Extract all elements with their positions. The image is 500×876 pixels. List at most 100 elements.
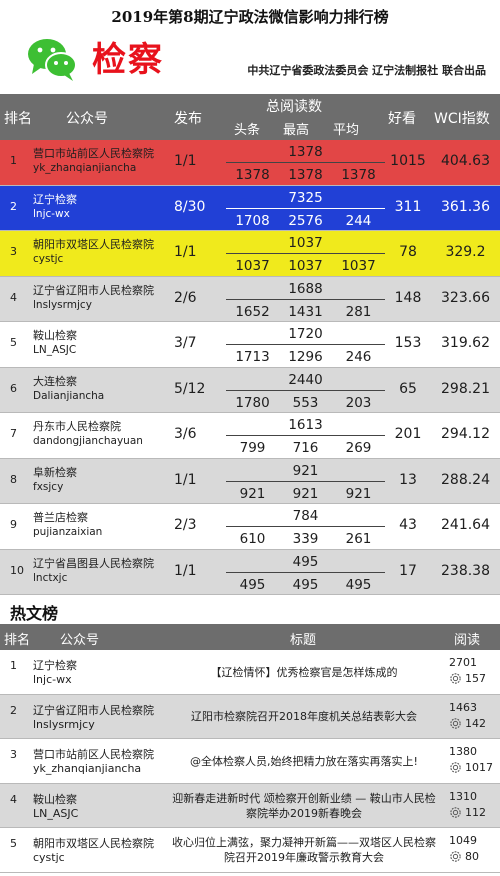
table-row: 8 阜新检察 fxsjcy 1/1 921 921 921 921 13 288.… [0, 458, 500, 504]
account-id: lnslysrmjcy [33, 717, 95, 731]
headline-cell: 1037 [235, 258, 270, 274]
account-name: 鞍山检察 [33, 329, 77, 342]
account-name: 营口市站前区人民检察院 [33, 147, 154, 160]
wci-cell: 361.36 [441, 198, 490, 215]
likes-cell: 201 [394, 426, 422, 442]
account-cell: 朝阳市双塔区人民检察院 cystjc [33, 837, 154, 865]
rank-cell: 1 [10, 154, 17, 167]
headline-cell: 495 [239, 576, 266, 593]
total-reads-cell: 7325 [288, 189, 323, 206]
publish-cell: 1/1 [174, 153, 197, 169]
rank-cell: 9 [10, 518, 17, 531]
reads-count: 1380 [449, 745, 477, 758]
list-item[interactable]: 2 辽宁省辽阳市人民检察院 lnslysrmjcy 辽阳市检察院召开2018年度机… [0, 694, 500, 739]
col-publish: 发布 [174, 111, 202, 127]
headline-cell: 1378 [235, 167, 270, 183]
total-reads-cell: 921 [292, 462, 319, 479]
wci-cell: 238.38 [441, 562, 490, 579]
total-reads-cell: 784 [292, 508, 319, 524]
account-cell: 辽宁省辽阳市人民检察院 lnslysrmjcy [33, 284, 154, 312]
article-title-link[interactable]: 辽阳市检察院召开2018年度机关总结表彰大会 [191, 710, 417, 723]
rank-cell: 6 [10, 381, 17, 395]
likes-cell: 78 [399, 244, 417, 260]
like-gear-icon [450, 851, 461, 862]
account-name: 辽宁检察 [33, 192, 77, 206]
article-title-link[interactable]: 【辽检情怀】优秀检察官是怎样炼成的 [210, 665, 398, 679]
publish-cell: 2/3 [174, 517, 197, 533]
account-name: 辽宁检察 [33, 659, 77, 672]
likes-value: 1017 [465, 761, 493, 774]
divider [226, 571, 385, 573]
account-name: 辽宁省昌图县人民检察院 [33, 556, 154, 570]
divider [226, 344, 385, 345]
list-item[interactable]: 1 辽宁检察 lnjc-wx 【辽检情怀】优秀检察官是怎样炼成的 2701 157 [0, 650, 500, 695]
col-likes: 好看 [388, 111, 416, 127]
rank-cell: 8 [10, 472, 17, 486]
account-name: 朝阳市双塔区人民检察院 [33, 238, 154, 251]
rank-cell: 2 [10, 199, 17, 213]
hot-table-body: 1 辽宁检察 lnjc-wx 【辽检情怀】优秀检察官是怎样炼成的 2701 157… [0, 650, 500, 873]
department-title: 检察 [92, 40, 164, 80]
total-reads-cell: 1378 [288, 144, 323, 160]
likes-value: 112 [465, 805, 486, 819]
account-id: yk_zhanqianjiancha [33, 162, 137, 174]
headline-cell: 1780 [235, 394, 270, 411]
table-row: 1 营口市站前区人民检察院 yk_zhanqianjiancha 1/1 1378… [0, 140, 500, 186]
account-id: cystjc [33, 253, 64, 265]
rank-cell: 1 [10, 659, 17, 672]
col-account: 公众号 [60, 633, 100, 648]
hot-table-header: 排名 公众号 标题 阅读 [0, 624, 500, 650]
account-cell: 鞍山检察 LN_ASJC [33, 793, 78, 821]
table-row: 9 普兰店检察 pujianzaixian 2/3 784 610 339 261… [0, 504, 500, 550]
account-name: 辽宁省辽阳市人民检察院 [33, 703, 154, 717]
total-reads-cell: 1037 [288, 235, 323, 251]
rank-cell: 4 [10, 290, 17, 304]
avg-cell: 203 [345, 394, 372, 411]
account-id: lnslysrmjcy [33, 298, 92, 311]
account-id: cystjc [33, 851, 65, 864]
account-id: yk_zhanqianjiancha [33, 762, 142, 775]
article-title-link[interactable]: @全体检察人员,始终把精力放在落实再落实上! [190, 754, 418, 768]
publish-cell: 3/6 [174, 426, 197, 442]
likes-count: 1017 [449, 761, 493, 774]
article-title-link[interactable]: 迎新春走进新时代 颂检察开创新业绩 — 鞍山市人民检察院举办2019新春晚会 [172, 791, 436, 820]
avg-cell: 261 [345, 531, 372, 547]
account-cell: 大连检察 Dalianjiancha [33, 375, 104, 403]
account-id: LN_ASJC [33, 806, 79, 820]
account-cell: 辽宁省辽阳市人民检察院 lnslysrmjcy [33, 704, 154, 732]
like-gear-icon [450, 717, 461, 729]
col-total-reads: 总阅读数 [266, 99, 322, 115]
total-reads-cell: 495 [292, 553, 319, 570]
divider [226, 389, 385, 391]
rank-cell: 7 [10, 427, 17, 440]
wci-cell: 294.12 [441, 426, 490, 442]
list-item[interactable]: 3 营口市站前区人民检察院 yk_zhanqianjiancha @全体检察人员,… [0, 739, 500, 784]
total-reads-cell: 1688 [288, 280, 323, 297]
col-account: 公众号 [66, 111, 108, 127]
rank-cell: 2 [10, 703, 17, 717]
hot-articles-title: 热文榜 [10, 604, 59, 623]
publisher-credit: 中共辽宁省委政法委员会 辽宁法制报社 联合出品 [247, 64, 486, 77]
account-id: lnjc-wx [33, 207, 70, 220]
list-item[interactable]: 5 朝阳市双塔区人民检察院 cystjc 收心归位上满弦，聚力凝神开新篇——双塔区… [0, 828, 500, 873]
headline-cell: 1708 [235, 212, 270, 229]
divider [226, 207, 385, 209]
headline-cell: 610 [239, 531, 266, 547]
col-headline: 头条 [234, 123, 261, 138]
reads-count: 2701 [449, 656, 477, 669]
headline-cell: 921 [239, 485, 266, 502]
divider [226, 298, 385, 300]
list-item[interactable]: 4 鞍山检察 LN_ASJC 迎新春走进新时代 颂检察开创新业绩 — 鞍山市人民检… [0, 783, 500, 828]
likes-cell: 1015 [390, 153, 426, 169]
max-cell: 553 [292, 394, 319, 411]
account-id: LN_ASJC [33, 344, 77, 356]
max-cell: 1296 [288, 349, 323, 365]
wechat-logo-icon [28, 39, 77, 81]
wci-cell: 404.63 [441, 153, 490, 169]
col-wci: WCI指数 [434, 111, 490, 127]
likes-cell: 148 [394, 289, 422, 306]
likes-cell: 153 [394, 335, 422, 351]
account-name: 鞍山检察 [33, 792, 77, 806]
article-title-link[interactable]: 收心归位上满弦，聚力凝神开新篇——双塔区人民检察院召开2019年廉政警示教育大会 [172, 836, 436, 864]
account-name: 普兰店检察 [33, 511, 88, 524]
